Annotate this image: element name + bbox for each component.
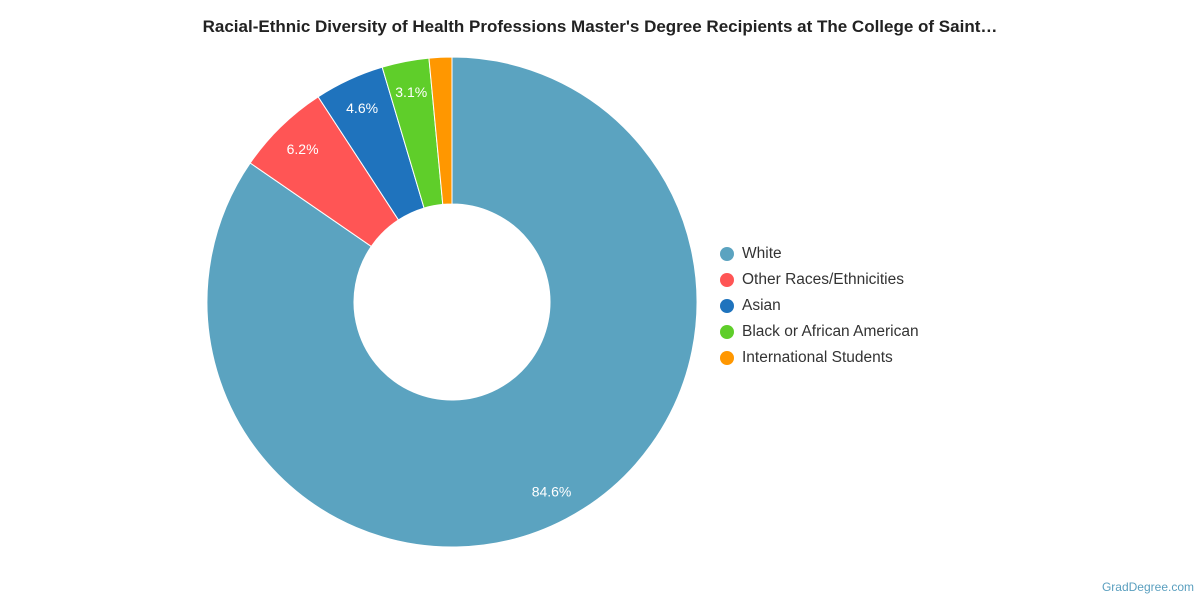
data-label: 3.1% <box>395 84 427 100</box>
legend-swatch-icon <box>720 273 734 287</box>
data-label: 84.6% <box>532 483 572 499</box>
legend-swatch-icon <box>720 247 734 261</box>
legend-label: Asian <box>742 297 781 314</box>
legend-item[interactable]: Asian <box>720 293 919 319</box>
legend-item[interactable]: White <box>720 241 919 267</box>
legend: White Other Races/Ethnicities Asian Black o… <box>720 241 919 371</box>
data-label: 4.6% <box>346 100 378 116</box>
legend-label: Black or African American <box>742 323 919 340</box>
legend-label: White <box>742 245 782 262</box>
legend-swatch-icon <box>720 299 734 313</box>
legend-item[interactable]: International Students <box>720 345 919 371</box>
credit-link[interactable]: GradDegree.com <box>1101 580 1194 594</box>
legend-label: International Students <box>742 349 893 366</box>
legend-label: Other Races/Ethnicities <box>742 271 904 288</box>
slice-international-students[interactable] <box>428 56 453 205</box>
legend-swatch-icon <box>720 351 734 365</box>
slice-white[interactable] <box>206 56 698 548</box>
chart-title: Racial-Ethnic Diversity of Health Profes… <box>202 17 998 36</box>
legend-item[interactable]: Black or African American <box>720 319 919 345</box>
legend-swatch-icon <box>720 325 734 339</box>
data-label: 6.2% <box>287 141 319 157</box>
legend-item[interactable]: Other Races/Ethnicities <box>720 267 919 293</box>
